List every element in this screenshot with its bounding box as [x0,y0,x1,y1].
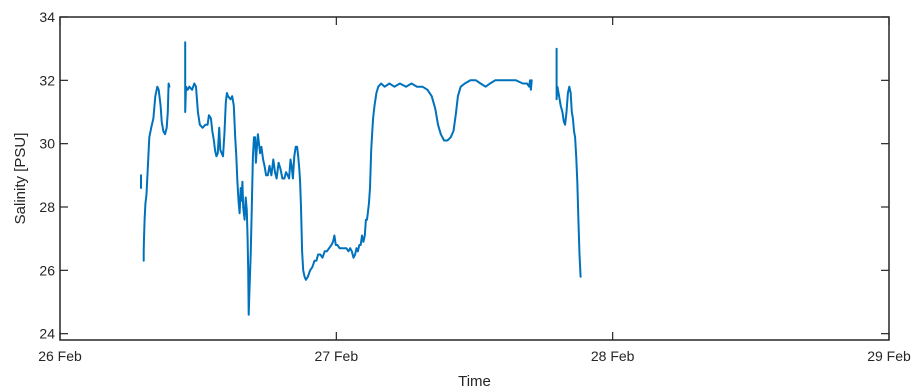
x-tick-label: 28 Feb [591,348,635,364]
y-axis-label: Salinity [PSU] [12,133,29,225]
y-tick-label: 34 [39,9,55,25]
y-tick-label: 26 [39,262,55,278]
plot-area-frame [59,16,890,341]
axis-ticks [59,16,890,340]
salinity-line-segment [555,47,582,278]
y-tick-label: 24 [39,326,55,342]
y-tick-label: 30 [39,136,55,152]
x-tick-label: 27 Feb [315,348,359,364]
tick-labels: 26 Feb 27 Feb 28 Feb 29 Feb 24 26 28 30 32 34 [38,9,911,364]
y-tick-label: 28 [39,199,55,215]
x-tick-label: 26 Feb [38,348,82,364]
x-axis-label: Time [458,373,491,390]
salinity-line-segment [142,82,171,262]
x-tick-label: 29 Feb [867,348,911,364]
salinity-series [140,41,582,316]
y-tick-label: 32 [39,72,55,88]
salinity-line-segment [184,41,533,316]
